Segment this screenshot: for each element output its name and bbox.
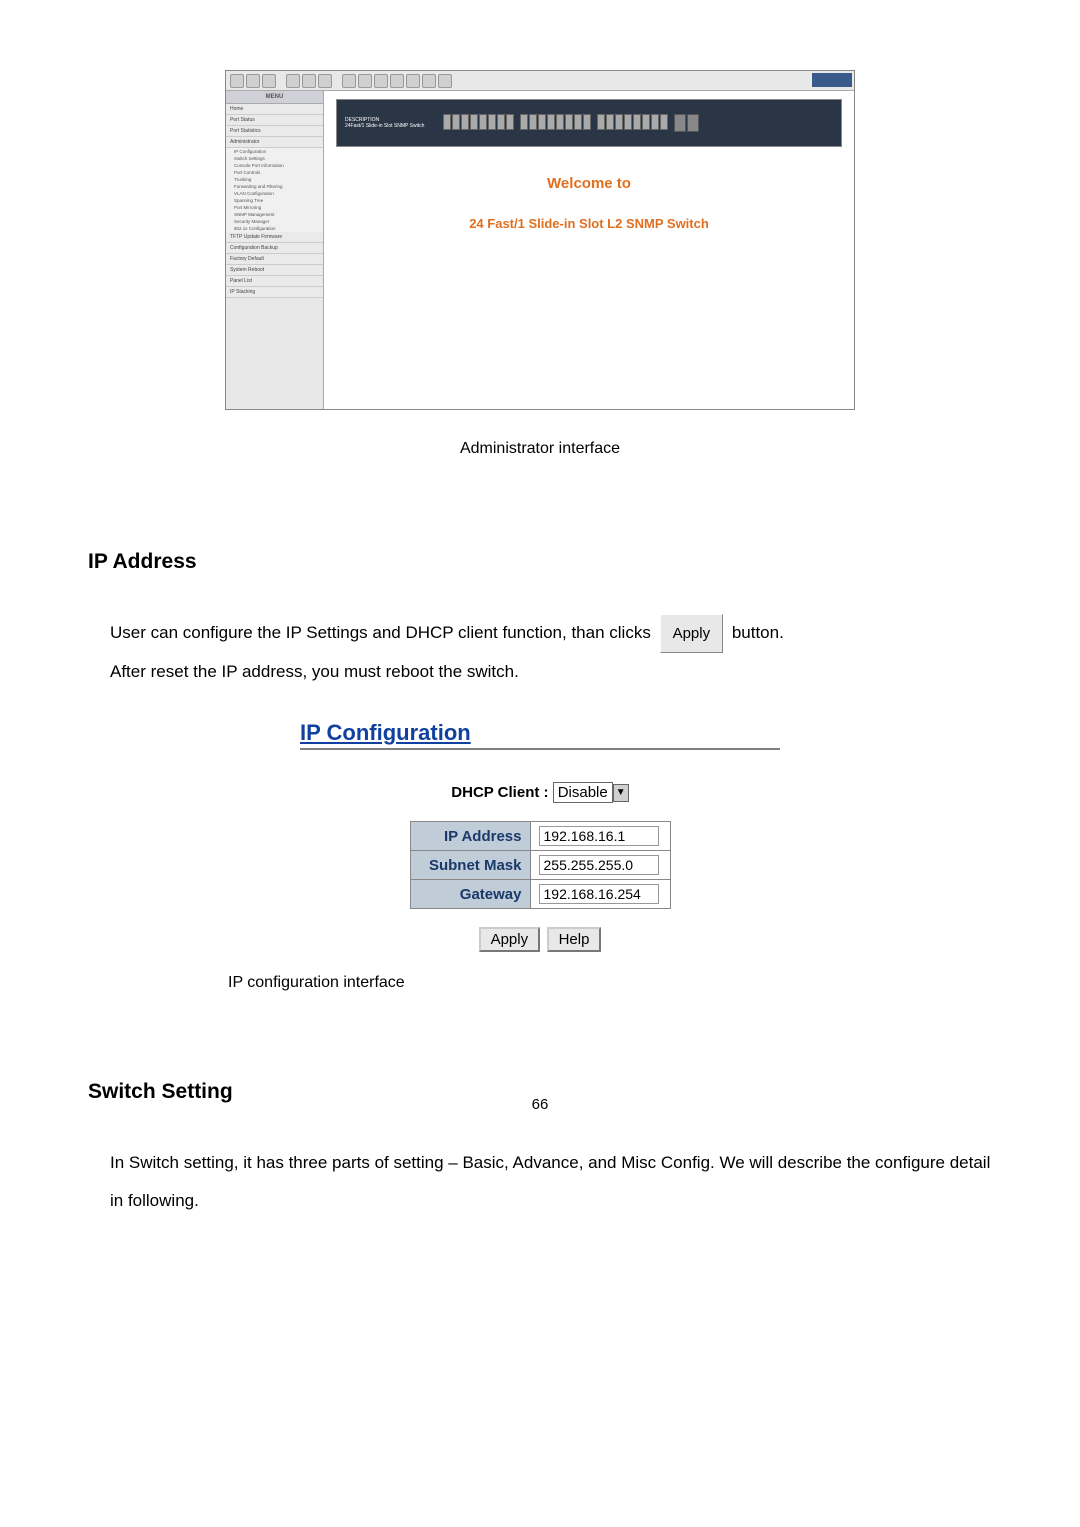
toolbar-icon — [406, 74, 420, 88]
sidebar-item: Configuration Backup — [226, 243, 323, 254]
gateway-label: Gateway — [410, 880, 530, 909]
toolbar-icon — [246, 74, 260, 88]
para-text: User can configure the IP Settings and D… — [110, 623, 651, 642]
sidebar-subitem: Trunking — [226, 176, 323, 183]
menu-header: MENU — [226, 91, 323, 104]
toolbar-icon — [438, 74, 452, 88]
toolbar-corner — [812, 73, 852, 87]
section-heading-ip-address: IP Address — [88, 550, 992, 574]
help-button[interactable]: Help — [547, 927, 602, 952]
ip-config-table: IP Address Subnet Mask Gateway — [410, 821, 671, 909]
sidebar-item: System Reboot — [226, 265, 323, 276]
toolbar-icon — [262, 74, 276, 88]
toolbar-icon — [342, 74, 356, 88]
ip-address-label: IP Address — [410, 822, 530, 851]
sidebar-subitem: IP Configuration — [226, 148, 323, 155]
welcome-subtitle: 24 Fast/1 Slide-in Slot L2 SNMP Switch — [324, 216, 854, 231]
sidebar-subitem: Security Manager — [226, 218, 323, 225]
welcome-title: Welcome to — [324, 175, 854, 192]
admin-interface-screenshot: MENU Home Port Status Port Statistics Ad… — [225, 70, 855, 410]
divider — [300, 748, 780, 750]
sidebar-subitem: Console Port Information — [226, 162, 323, 169]
figure-caption: Administrator interface — [88, 440, 992, 458]
dhcp-client-select[interactable]: Disable — [553, 782, 613, 803]
toolbar-icon — [302, 74, 316, 88]
page-number: 66 — [532, 1096, 549, 1113]
toolbar-icon — [374, 74, 388, 88]
sidebar-item: Port Status — [226, 115, 323, 126]
dropdown-arrow-icon[interactable]: ▼ — [613, 784, 629, 802]
sidebar-item: Port Statistics — [226, 126, 323, 137]
figure-caption: IP configuration interface — [88, 974, 992, 992]
sidebar-subitem: Port Controls — [226, 169, 323, 176]
sidebar-item: Home — [226, 104, 323, 115]
sidebar-item: Factory Default — [226, 254, 323, 265]
toolbar-icon — [390, 74, 404, 88]
browser-toolbar — [226, 71, 854, 91]
gateway-input[interactable] — [539, 884, 659, 904]
toolbar-icon — [422, 74, 436, 88]
switch-panel-graphic: DESCRIPTION 24Fast/1 Slide-in Slot SNMP … — [336, 99, 842, 147]
toolbar-icon — [318, 74, 332, 88]
body-paragraph: User can configure the IP Settings and D… — [88, 614, 992, 690]
subnet-mask-label: Subnet Mask — [410, 851, 530, 880]
ip-address-input[interactable] — [539, 826, 659, 846]
sidebar-subitem: 802.1x Configuration — [226, 225, 323, 232]
sidebar-subitem: VLAN Configuration — [226, 190, 323, 197]
apply-button[interactable]: Apply — [479, 927, 541, 952]
sidebar-subitem: Forwarding and Filtering — [226, 183, 323, 190]
subnet-mask-input[interactable] — [539, 855, 659, 875]
sidebar-subitem: Spanning Tree — [226, 197, 323, 204]
sidebar-item: IP Stacking — [226, 287, 323, 298]
dhcp-client-label: DHCP Client : — [451, 784, 548, 801]
admin-main: DESCRIPTION 24Fast/1 Slide-in Slot SNMP … — [324, 91, 854, 409]
toolbar-icon — [286, 74, 300, 88]
sidebar-subitem: Port Mirroring — [226, 204, 323, 211]
ip-config-screenshot: IP Configuration DHCP Client : Disable ▼… — [300, 720, 780, 952]
panel-label-line2: 24Fast/1 Slide-in Slot SNMP Switch — [345, 123, 435, 129]
admin-sidebar: MENU Home Port Status Port Statistics Ad… — [226, 91, 324, 409]
sidebar-subitem: Switch Settings — [226, 155, 323, 162]
sidebar-item: TFTP Update Firmware — [226, 232, 323, 243]
sidebar-subitem: SNMP Management — [226, 211, 323, 218]
apply-button-inline[interactable]: Apply — [660, 614, 724, 653]
sidebar-item: Administrator — [226, 137, 323, 148]
para-text: button. — [732, 623, 784, 642]
ip-config-title: IP Configuration — [300, 720, 780, 746]
sidebar-item: Panel List — [226, 276, 323, 287]
body-paragraph: In Switch setting, it has three parts of… — [88, 1144, 992, 1219]
toolbar-icon — [358, 74, 372, 88]
toolbar-icon — [230, 74, 244, 88]
para-text: After reset the IP address, you must reb… — [110, 662, 519, 681]
